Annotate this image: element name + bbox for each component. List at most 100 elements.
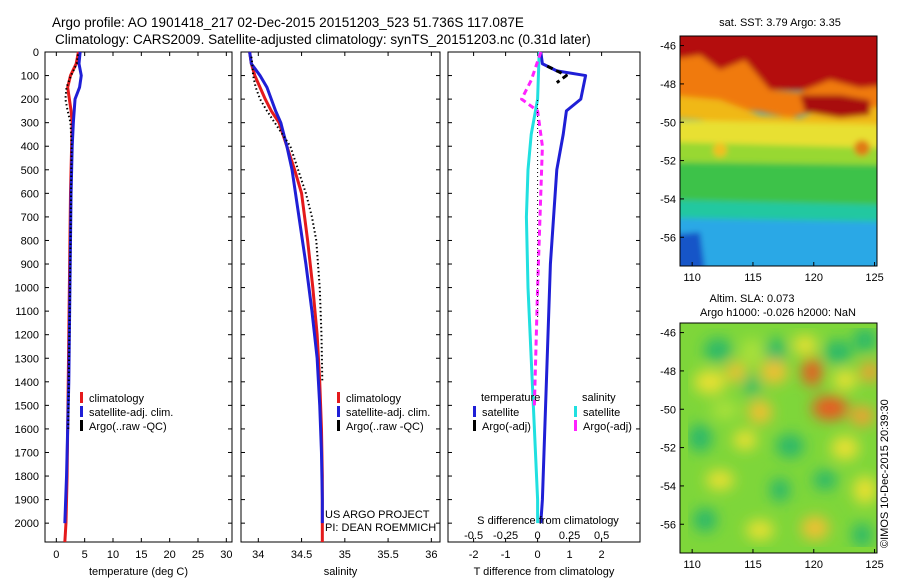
temperature-x-tick-label: 20 — [164, 549, 176, 561]
salinity-x-tick-label: 34 — [252, 549, 264, 561]
legend-swatch — [337, 392, 340, 403]
legend-header-salinity: salinity — [582, 392, 616, 404]
sst-map-y-tick-label: -46 — [660, 41, 676, 53]
difference-top-tick-label: -0.25 — [493, 530, 518, 542]
difference-x-tick-label: -1 — [501, 549, 511, 561]
difference-top-tick-label: -0.5 — [464, 530, 483, 542]
salinity-x-tick-label: 35 — [339, 549, 351, 561]
sla-map-y-tick-label: -50 — [660, 404, 676, 416]
header-line-2: Climatology: CARS2009. Satellite-adjuste… — [55, 32, 591, 47]
sla-map-axes: 110 115 120 125 -46 -48 -50 -52 -54 -56 — [660, 328, 884, 571]
y-tick-label: 1600 — [15, 424, 39, 436]
salinity-frame — [240, 51, 441, 543]
difference-profile-panel: -2 -1 0 1 2 T difference from climatology S di… — [447, 51, 641, 578]
sst-heatmap — [680, 36, 877, 266]
temperature-x-tick-label: 0 — [53, 549, 59, 561]
y-tick-label: 200 — [21, 94, 39, 106]
legend-label: Argo(-adj) — [583, 421, 632, 433]
temperature-x-tick-label: 25 — [192, 549, 204, 561]
sla-map-y-tick-label: -56 — [660, 519, 676, 531]
difference-series-line — [520, 51, 544, 406]
legend-label: climatology — [89, 393, 145, 405]
sla-map-x-tick-label: 120 — [805, 559, 823, 571]
y-tick-label: 900 — [21, 259, 39, 271]
y-tick-label: 1100 — [15, 306, 39, 318]
legend-label: satellite-adj. clim. — [346, 407, 430, 419]
salinity-x-tick-label: 36 — [425, 549, 437, 561]
sla-heatmap — [680, 323, 877, 553]
legend-swatch — [80, 406, 83, 417]
y-tick-label: 700 — [21, 212, 39, 224]
imos-watermark: ©IMOS 10-Dec-2015 20:39:30 — [879, 399, 891, 548]
sla-map-y-tick-label: -46 — [660, 328, 676, 340]
y-tick-label: 0 — [33, 47, 39, 59]
legend-swatch — [473, 420, 476, 431]
pi-annotation: PI: DEAN ROEMMICH — [325, 522, 436, 534]
salinity-series-line — [250, 56, 324, 382]
legend-swatch — [337, 406, 340, 417]
y-tick-label: 1000 — [15, 283, 39, 295]
header-line-1: Argo profile: AO 1901418_217 02-Dec-2015… — [52, 15, 524, 30]
legend-label: Argo(..raw -QC) — [346, 421, 424, 433]
difference-top-tick-label: 0.25 — [559, 530, 580, 542]
difference-x-tick-label: 0 — [535, 549, 541, 561]
temperature-series-line — [63, 51, 83, 524]
sst-map-y-tick-label: -50 — [660, 117, 676, 129]
sla-map-x-tick-label: 110 — [683, 559, 701, 571]
legend-swatch — [337, 420, 340, 431]
legend-label: satellite — [482, 407, 519, 419]
salinity-x-label: salinity — [324, 566, 358, 578]
legend-swatch — [80, 392, 83, 403]
y-tick-label: 600 — [21, 188, 39, 200]
legend-swatch — [574, 420, 577, 431]
legend-label: Argo(-adj) — [482, 421, 531, 433]
legend-swatch — [574, 406, 577, 417]
sst-map-y-tick-label: -52 — [660, 156, 676, 168]
project-annotation: US ARGO PROJECT — [325, 509, 430, 521]
difference-x-tick-label: 1 — [567, 549, 573, 561]
y-tick-label: 300 — [21, 118, 39, 130]
salinity-x-tick-label: 34.5 — [291, 549, 312, 561]
sst-map-x-tick-label: 115 — [744, 272, 762, 284]
difference-x-tick-label: -2 — [469, 549, 479, 561]
temperature-x-tick-label: 5 — [82, 549, 88, 561]
sla-map-title-line-2: Argo h1000: -0.026 h2000: NaN — [700, 307, 856, 319]
temperature-profile-panel: 0100200300400500600700800900100011001200… — [15, 47, 233, 578]
sst-map-title: sat. SST: 3.79 Argo: 3.35 — [719, 17, 841, 29]
difference-x-label: T difference from climatology — [474, 566, 615, 578]
difference-top-tick-label: 0 — [535, 530, 541, 542]
difference-x-tick-label: 2 — [599, 549, 605, 561]
legend-swatch — [473, 406, 476, 417]
y-tick-label: 400 — [21, 141, 39, 153]
y-tick-label: 1300 — [15, 353, 39, 365]
temperature-frame — [44, 51, 233, 543]
sst-map-y-tick-label: -48 — [660, 79, 676, 91]
difference-series-line — [546, 64, 568, 84]
sst-map-axes: 110 115 120 125 -46 -48 -50 -52 -54 -56 — [660, 41, 884, 284]
salinity-x-tick-label: 35.5 — [377, 549, 398, 561]
sst-map-x-tick-label: 110 — [683, 272, 701, 284]
legend-label: Argo(..raw -QC) — [89, 421, 167, 433]
legend-label: climatology — [346, 393, 402, 405]
sla-map-y-tick-label: -52 — [660, 443, 676, 455]
temperature-x-label: temperature (deg C) — [89, 566, 188, 578]
sla-map-title-line-1: Altim. SLA: 0.073 — [710, 293, 795, 305]
sst-map-x-tick-label: 125 — [865, 272, 883, 284]
sla-map-y-tick-label: -48 — [660, 366, 676, 378]
salinity-series-line — [248, 51, 324, 524]
y-tick-label: 500 — [21, 165, 39, 177]
y-tick-label: 1400 — [15, 377, 39, 389]
difference-top-tick-label: 0.5 — [594, 530, 609, 542]
salinity-profile-panel: 34 34.5 35 35.5 36 salinity climatology satelli… — [240, 51, 441, 578]
sst-map-x-tick-label: 120 — [805, 272, 823, 284]
y-tick-label: 1200 — [15, 330, 39, 342]
y-tick-label: 800 — [21, 235, 39, 247]
difference-series-line — [539, 51, 588, 524]
sla-map-y-tick-label: -54 — [660, 481, 676, 493]
legend-label: satellite — [583, 407, 620, 419]
difference-series-line — [524, 51, 541, 524]
temperature-x-tick-label: 10 — [107, 549, 119, 561]
sla-map-x-tick-label: 115 — [744, 559, 762, 571]
y-tick-label: 1500 — [15, 400, 39, 412]
